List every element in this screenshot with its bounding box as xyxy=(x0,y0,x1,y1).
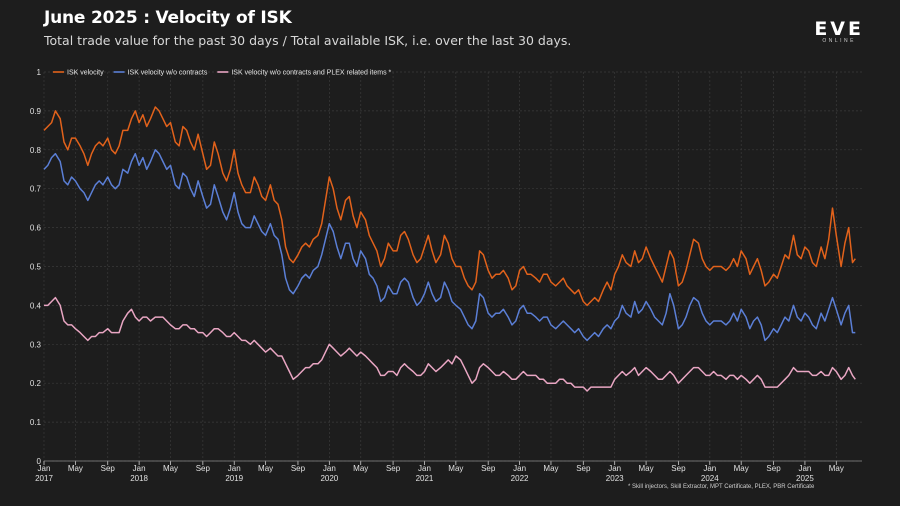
x-tick-month: Jan xyxy=(703,464,716,473)
x-tick-year: 2021 xyxy=(416,474,434,483)
x-tick-year: 2018 xyxy=(130,474,148,483)
x-tick-month: Jan xyxy=(608,464,621,473)
x-tick-month: Sep xyxy=(671,464,686,473)
x-tick-month: May xyxy=(734,464,749,473)
legend-label-3: ISK velocity w/o contracts and PLEX rela… xyxy=(231,70,391,77)
y-axis: 0 0.1 0.2 0.3 0.4 0.5 0.6 0.7 0.8 0.9 1 xyxy=(30,68,42,466)
series-layer xyxy=(43,106,856,392)
x-tick-month: Jan xyxy=(798,464,811,473)
x-tick-month: Jan xyxy=(418,464,431,473)
x-tick-month: May xyxy=(829,464,844,473)
series-line-3 xyxy=(44,296,856,392)
x-tick-month: May xyxy=(163,464,178,473)
legend: ISK velocity ISK velocity w/o contracts IS… xyxy=(53,70,392,77)
y-tick-label: 0 xyxy=(37,457,42,466)
y-tick-label: 0.5 xyxy=(30,263,42,272)
x-tick-month: Jan xyxy=(513,464,526,473)
x-tick-month: Jan xyxy=(323,464,336,473)
y-tick-label: 0.3 xyxy=(30,340,42,349)
y-tick-label: 0.7 xyxy=(30,185,42,194)
x-tick-year: 2019 xyxy=(225,474,243,483)
x-tick-month: Sep xyxy=(291,464,306,473)
x-tick-month: Jan xyxy=(38,464,51,473)
y-tick-label: 0.6 xyxy=(30,224,42,233)
x-tick-month: May xyxy=(68,464,83,473)
series-line-2 xyxy=(43,149,856,342)
x-tick-month: Sep xyxy=(196,464,211,473)
x-tick-month: Sep xyxy=(766,464,781,473)
series-line-1 xyxy=(43,106,856,307)
x-tick-month: Jan xyxy=(133,464,146,473)
x-tick-month: May xyxy=(448,464,463,473)
chart-title: June 2025 : Velocity of ISK xyxy=(44,8,292,28)
x-tick-year: 2025 xyxy=(796,474,814,483)
x-tick-month: Jan xyxy=(228,464,241,473)
x-tick-month: May xyxy=(543,464,558,473)
logo-word: EVE xyxy=(814,18,864,40)
legend-label-2: ISK velocity w/o contracts xyxy=(128,70,208,77)
legend-label-1: ISK velocity xyxy=(67,70,104,77)
x-tick-month: Sep xyxy=(576,464,591,473)
x-tick-month: Sep xyxy=(386,464,401,473)
logo-subtext: ONLINE xyxy=(822,38,856,44)
y-tick-label: 0.1 xyxy=(30,418,42,427)
y-tick-label: 0.2 xyxy=(30,379,42,388)
x-tick-month: Sep xyxy=(481,464,496,473)
x-tick-month: May xyxy=(639,464,654,473)
x-tick-year: 2024 xyxy=(701,474,719,483)
x-tick-month: Sep xyxy=(101,464,116,473)
x-tick-year: 2023 xyxy=(606,474,624,483)
x-tick-year: 2017 xyxy=(35,474,53,483)
grid-layer xyxy=(43,71,862,462)
y-tick-label: 1 xyxy=(37,68,42,77)
chart-subtitle: Total trade value for the past 30 days /… xyxy=(44,33,572,48)
y-tick-label: 0.8 xyxy=(30,146,42,155)
eve-online-logo: EVE ONLINE xyxy=(814,18,864,45)
x-tick-month: May xyxy=(258,464,273,473)
y-tick-label: 0.4 xyxy=(30,301,42,310)
y-tick-label: 0.9 xyxy=(30,107,42,116)
x-tick-year: 2020 xyxy=(320,474,338,483)
footnote: * Skill injectors, Skill Extractor, MPT … xyxy=(628,484,815,490)
x-tick-year: 2022 xyxy=(511,474,529,483)
x-tick-month: May xyxy=(353,464,368,473)
